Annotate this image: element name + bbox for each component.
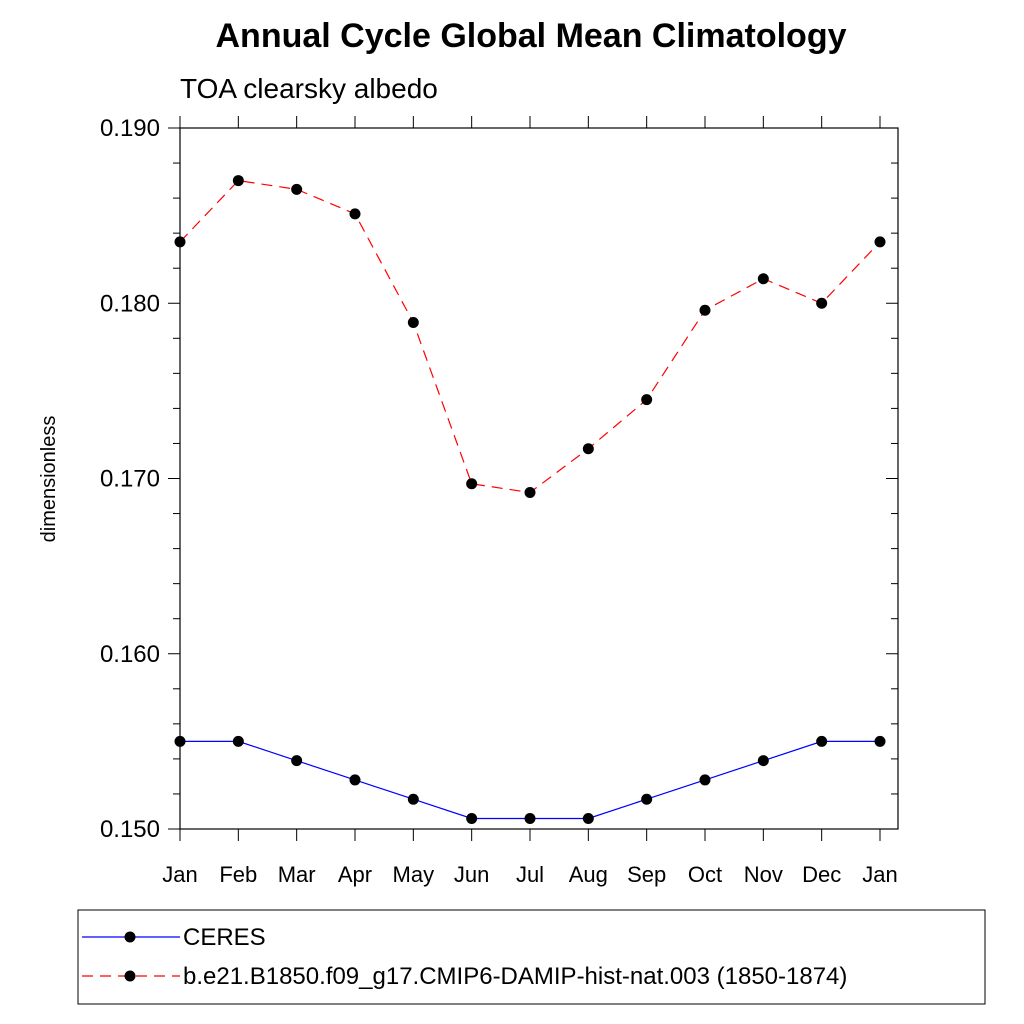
x-tick-label: Jan — [862, 862, 897, 887]
x-tick-label: Nov — [744, 862, 783, 887]
data-point — [524, 812, 536, 824]
legend-item-1: CERES — [82, 924, 266, 951]
data-point — [407, 793, 419, 805]
data-point — [874, 236, 886, 248]
x-tick-label: Jan — [162, 862, 197, 887]
axis-ticks — [168, 116, 898, 841]
x-tick-labels: Jan Feb Mar Apr May Jun Jul Aug Sep Oct Nov Dec Jan — [162, 862, 897, 887]
legend: CERES b.e21.B1850.f09_g17.CMIP6-DAMIP-his… — [77, 909, 986, 1005]
data-point — [699, 304, 711, 316]
data-point — [349, 774, 361, 786]
data-point — [816, 297, 828, 309]
legend-label: b.e21.B1850.f09_g17.CMIP6-DAMIP-hist-nat… — [183, 963, 847, 990]
x-tick-label: Apr — [338, 862, 372, 887]
y-tick-label: 0.190 — [100, 115, 160, 142]
data-point — [641, 793, 653, 805]
data-point — [466, 478, 478, 490]
x-tick-label: Jun — [454, 862, 489, 887]
series-layer — [174, 175, 886, 824]
legend-marker — [124, 931, 136, 943]
x-tick-label: Dec — [802, 862, 841, 887]
data-point — [291, 183, 303, 195]
y-axis-label: dimensionless — [38, 416, 60, 543]
data-point — [291, 755, 303, 767]
data-point — [874, 735, 886, 747]
x-tick-label: Jul — [516, 862, 544, 887]
data-point — [582, 812, 594, 824]
data-point — [757, 755, 769, 767]
data-point — [232, 175, 244, 187]
x-tick-label: Sep — [627, 862, 666, 887]
data-point — [757, 273, 769, 285]
data-point — [816, 735, 828, 747]
y-tick-label: 0.150 — [100, 816, 160, 843]
data-point — [349, 208, 361, 220]
data-point — [232, 735, 244, 747]
series-line — [180, 740, 880, 820]
x-tick-label: May — [393, 862, 435, 887]
data-point — [524, 487, 536, 499]
series-line — [179, 179, 881, 494]
x-tick-label: Oct — [688, 862, 722, 887]
series-2 — [174, 175, 886, 499]
legend-box — [77, 909, 986, 1005]
x-tick-label: Mar — [278, 862, 316, 887]
data-point — [466, 812, 478, 824]
y-tick-label: 0.160 — [100, 641, 160, 668]
chart-subtitle: TOA clearsky albedo — [180, 73, 438, 104]
legend-item-2: b.e21.B1850.f09_g17.CMIP6-DAMIP-hist-nat… — [82, 963, 847, 990]
series-1 — [174, 735, 886, 824]
y-tick-labels: 0.150 0.160 0.170 0.180 0.190 — [100, 115, 160, 843]
chart-title: Annual Cycle Global Mean Climatology — [216, 17, 847, 55]
x-tick-label: Feb — [219, 862, 257, 887]
data-point — [699, 774, 711, 786]
x-tick-label: Aug — [569, 862, 608, 887]
y-tick-label: 0.170 — [100, 466, 160, 493]
legend-marker — [124, 970, 136, 982]
y-tick-label: 0.180 — [100, 290, 160, 317]
data-point — [407, 317, 419, 329]
data-point — [582, 443, 594, 455]
plot-frame — [179, 127, 899, 830]
data-point — [641, 394, 653, 406]
legend-label: CERES — [183, 924, 266, 951]
